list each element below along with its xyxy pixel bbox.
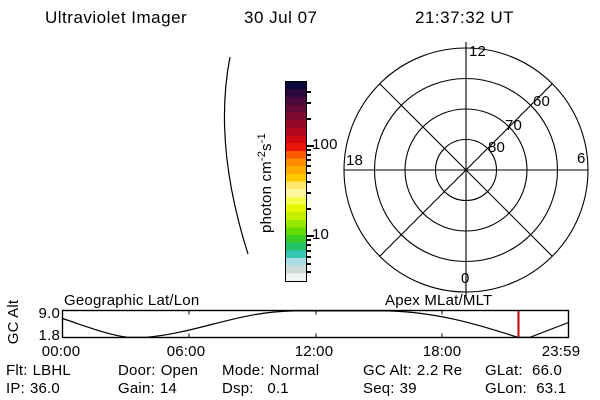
timeline-title-left: Geographic Lat/Lon	[64, 292, 200, 309]
x-tick-0000: 00:00	[41, 343, 81, 360]
status-flt-label: Flt:	[6, 362, 28, 379]
colorbar-tick	[307, 208, 311, 210]
page-title: Ultraviolet Imager	[45, 8, 188, 27]
colorbar-tick	[307, 192, 311, 194]
status-glat-label: GLat:	[485, 362, 523, 379]
status-gain-label: Gain:	[118, 380, 155, 397]
status-glon-value: 63.1	[531, 380, 567, 397]
status-flt-value: LBHL	[32, 362, 71, 379]
status-dsp-value: 0.1	[258, 380, 289, 397]
status-mode: Mode: Normal	[222, 363, 319, 379]
status-ip-value: 36.0	[29, 380, 60, 397]
status-gc-alt: GC Alt: 2.2 Re	[363, 363, 462, 379]
colorbar-tick	[307, 235, 314, 237]
x-tick-1800: 18:00	[422, 343, 462, 360]
colorbar-tick	[307, 159, 311, 161]
status-glon: GLon: 63.1	[485, 381, 566, 397]
colorbar-tick	[307, 149, 311, 151]
colorbar-tick	[307, 239, 311, 241]
date-readout: 30 Jul 07	[244, 8, 318, 27]
colorbar-tick	[307, 244, 311, 246]
y-tick-9: 9.0	[38, 305, 60, 322]
x-tick-2359: 23:59	[541, 343, 581, 360]
status-dsp: Dsp: 0.1	[222, 381, 289, 397]
timeline-y-axis-label: GC Alt	[5, 299, 22, 345]
unit-mid: s	[258, 143, 275, 151]
status-ip: IP: 36.0	[6, 381, 60, 397]
timeline-title-right: Apex MLat/MLT	[385, 292, 493, 309]
colorbar-label-10: 10	[312, 226, 330, 243]
polar-hour-12: 12	[469, 43, 487, 60]
colorbar-tick	[307, 271, 311, 273]
colorbar-tick	[307, 181, 311, 183]
colorbar-tick	[307, 102, 311, 104]
status-glon-label: GLon:	[485, 380, 527, 397]
status-glat-value: 66.0	[527, 362, 563, 379]
colorbar-label-100: 100	[312, 136, 338, 153]
status-seq: Seq: 39	[363, 381, 417, 397]
unit-exponent-1: -2	[256, 150, 268, 162]
colorbar-tick	[307, 145, 314, 147]
status-door-value: Open	[160, 362, 199, 379]
polar-hour-18: 18	[346, 152, 364, 169]
status-door: Door: Open	[118, 363, 198, 379]
unit-exponent-2: -1	[256, 133, 268, 144]
colorbar-tick	[307, 154, 311, 156]
status-gain: Gain: 14	[118, 381, 177, 397]
status-gain-value: 14	[159, 380, 177, 397]
status-mode-value: Normal	[269, 362, 320, 379]
polar-lat-80: 80	[488, 139, 506, 156]
time-readout: 21:37:32 UT	[415, 8, 515, 27]
colorbar-tick	[307, 165, 311, 167]
status-dsp-label: Dsp:	[222, 380, 254, 397]
status-seq-value: 39	[399, 380, 417, 397]
polar-lat-70: 70	[505, 117, 523, 134]
status-ip-label: IP:	[6, 380, 25, 397]
status-glat: GLat: 66.0	[485, 363, 562, 379]
colorbar-tick	[307, 263, 311, 265]
colorbar-tick	[307, 91, 311, 93]
unit-prefix: photon cm	[258, 161, 275, 233]
polar-lat-60: 60	[533, 93, 551, 110]
status-seq-label: Seq:	[363, 380, 395, 397]
colorbar-unit-label: photon cm-2s-1	[254, 98, 275, 268]
polar-hour-0: 0	[461, 270, 470, 287]
colorbar-tick	[307, 172, 311, 174]
colorbar-tick	[307, 118, 311, 120]
status-mode-label: Mode:	[222, 362, 265, 379]
x-tick-0600: 06:00	[166, 343, 206, 360]
colorbar	[285, 81, 307, 282]
y-tick-1-8: 1.8	[38, 327, 60, 344]
status-gc-alt-value: 2.2 Re	[416, 362, 463, 379]
status-flt: Flt: LBHL	[6, 363, 71, 379]
status-gc-alt-label: GC Alt:	[363, 362, 412, 379]
polar-hour-6: 6	[577, 150, 586, 167]
x-tick-1200: 12:00	[294, 343, 334, 360]
status-door-label: Door:	[118, 362, 156, 379]
colorbar-tick	[307, 250, 311, 252]
colorbar-tick	[307, 256, 311, 258]
